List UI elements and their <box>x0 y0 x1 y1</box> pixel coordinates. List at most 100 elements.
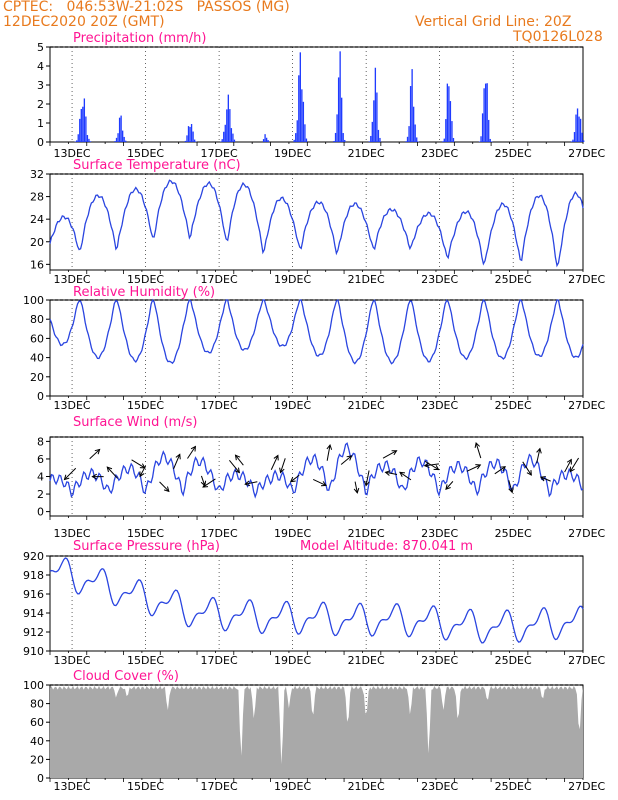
y-tick-label: 2 <box>37 98 44 111</box>
plot-frame <box>49 173 584 271</box>
precip-bar <box>336 114 338 142</box>
precip-bar <box>405 141 407 142</box>
x-tick-label: 23DEC <box>421 780 458 793</box>
precip-bar <box>373 100 375 142</box>
wind-arrow-head <box>566 458 572 465</box>
y-tick-label: 3 <box>37 79 44 92</box>
precip-bar <box>448 86 450 142</box>
y-tick-label: 32 <box>30 168 44 181</box>
y-tick-label: 20 <box>30 236 44 249</box>
precip-bar <box>264 134 266 142</box>
precip-bar <box>412 106 415 142</box>
x-tick-label: 21DEC <box>348 147 385 160</box>
precip-bar <box>230 128 233 142</box>
wind-arrow-head <box>244 480 251 487</box>
x-tick-label: 27DEC <box>568 273 605 286</box>
precip-bar <box>572 139 574 142</box>
precip-bar <box>406 136 409 142</box>
y-tick-label: 8 <box>37 435 44 448</box>
wind-arrow-head <box>526 470 532 476</box>
precip-bar <box>302 101 305 142</box>
wind-arrow <box>187 446 196 459</box>
y-tick-label: 100 <box>23 294 44 307</box>
series-line <box>49 179 584 268</box>
wind-arrow-head <box>500 466 507 472</box>
y-tick-label: 80 <box>30 698 44 711</box>
precip-bar <box>480 136 482 142</box>
wind-arrow-head <box>536 447 542 454</box>
precip-bar <box>229 109 231 142</box>
precip-bar <box>115 137 118 142</box>
wind-arrow <box>385 471 398 476</box>
panel-title: Surface Pressure (hPa) <box>73 539 220 554</box>
precip-bar <box>416 137 418 142</box>
wind-arrow-head <box>346 455 353 461</box>
x-tick-label: 21DEC <box>348 780 385 793</box>
precip-bar <box>489 138 491 142</box>
x-tick-label: 27DEC <box>568 527 605 540</box>
wind-arrow-head <box>445 484 451 490</box>
precip-bar <box>82 106 84 142</box>
panel-title: Surface Temperature (nC) <box>73 158 241 173</box>
precip-bar <box>77 134 79 142</box>
wind-arrow <box>228 459 240 473</box>
wind-arrow <box>494 466 506 475</box>
precip-bar <box>301 89 303 142</box>
precip-bar <box>341 97 343 142</box>
panel-humidity: Relative Humidity (%) 13DEC 15DEC 17DEC 19DE… <box>23 285 606 412</box>
model-code: TQ0126L028 <box>513 29 603 45</box>
x-tick-label: 27DEC <box>568 399 605 412</box>
wind-arrow-head <box>364 480 370 487</box>
precip-bar <box>452 137 455 142</box>
series-line <box>49 557 584 644</box>
x-tick-label: 27DEC <box>568 147 605 160</box>
x-tick-label: 23DEC <box>421 654 458 667</box>
precip-bar <box>85 116 87 142</box>
precip-bar <box>446 83 449 142</box>
precip-bar <box>187 126 190 142</box>
x-tick-label: 13DEC <box>54 527 91 540</box>
precip-bar <box>377 129 380 142</box>
wind-arrow-head <box>508 487 514 494</box>
x-tick-label: 21DEC <box>348 654 385 667</box>
wind-arrow <box>354 481 358 493</box>
precip-bar <box>371 121 373 142</box>
wind-arrow-head <box>384 470 391 476</box>
precip-bar <box>298 75 300 142</box>
x-tick-label: 25DEC <box>495 273 532 286</box>
precip-bar <box>305 138 308 142</box>
wind-arrow <box>139 465 147 477</box>
wind-arrow-head <box>63 474 70 481</box>
x-tick-label: 17DEC <box>201 780 238 793</box>
panel-pressure: Surface Pressure (hPa) 13DEC 15DEC 17DEC 19D… <box>23 539 606 667</box>
y-tick-label: 16 <box>30 258 44 271</box>
wind-arrow <box>173 454 181 470</box>
wind-arrow-head <box>279 467 285 474</box>
x-tick-label: 19DEC <box>274 527 311 540</box>
precip-bar <box>449 101 452 142</box>
grid-note: Vertical Grid Line: 20Z <box>415 14 572 30</box>
precip-bar <box>573 132 576 142</box>
precip-bar <box>579 118 582 142</box>
wind-arrow-head <box>475 464 482 470</box>
series-line <box>49 298 584 365</box>
precip-bar <box>481 113 484 142</box>
y-tick-label: 24 <box>30 213 44 226</box>
precip-bar <box>224 124 226 142</box>
precip-bar <box>76 140 78 142</box>
wind-arrow-head <box>234 454 241 461</box>
wind-arrow <box>508 480 513 493</box>
wind-arrow <box>382 450 397 459</box>
wind-arrow-head <box>474 441 481 448</box>
wind-arrow <box>326 444 331 461</box>
precip-bar <box>333 140 335 142</box>
precip-bar <box>233 139 236 142</box>
plot-frame <box>49 436 584 517</box>
wind-arrow-head <box>94 448 101 455</box>
precip-bar <box>445 119 447 142</box>
precip-bar <box>232 133 234 142</box>
precip-bar <box>339 51 341 142</box>
wind-arrow-head <box>353 487 360 494</box>
wind-arrow <box>466 464 481 472</box>
wind-arrow <box>540 476 551 482</box>
